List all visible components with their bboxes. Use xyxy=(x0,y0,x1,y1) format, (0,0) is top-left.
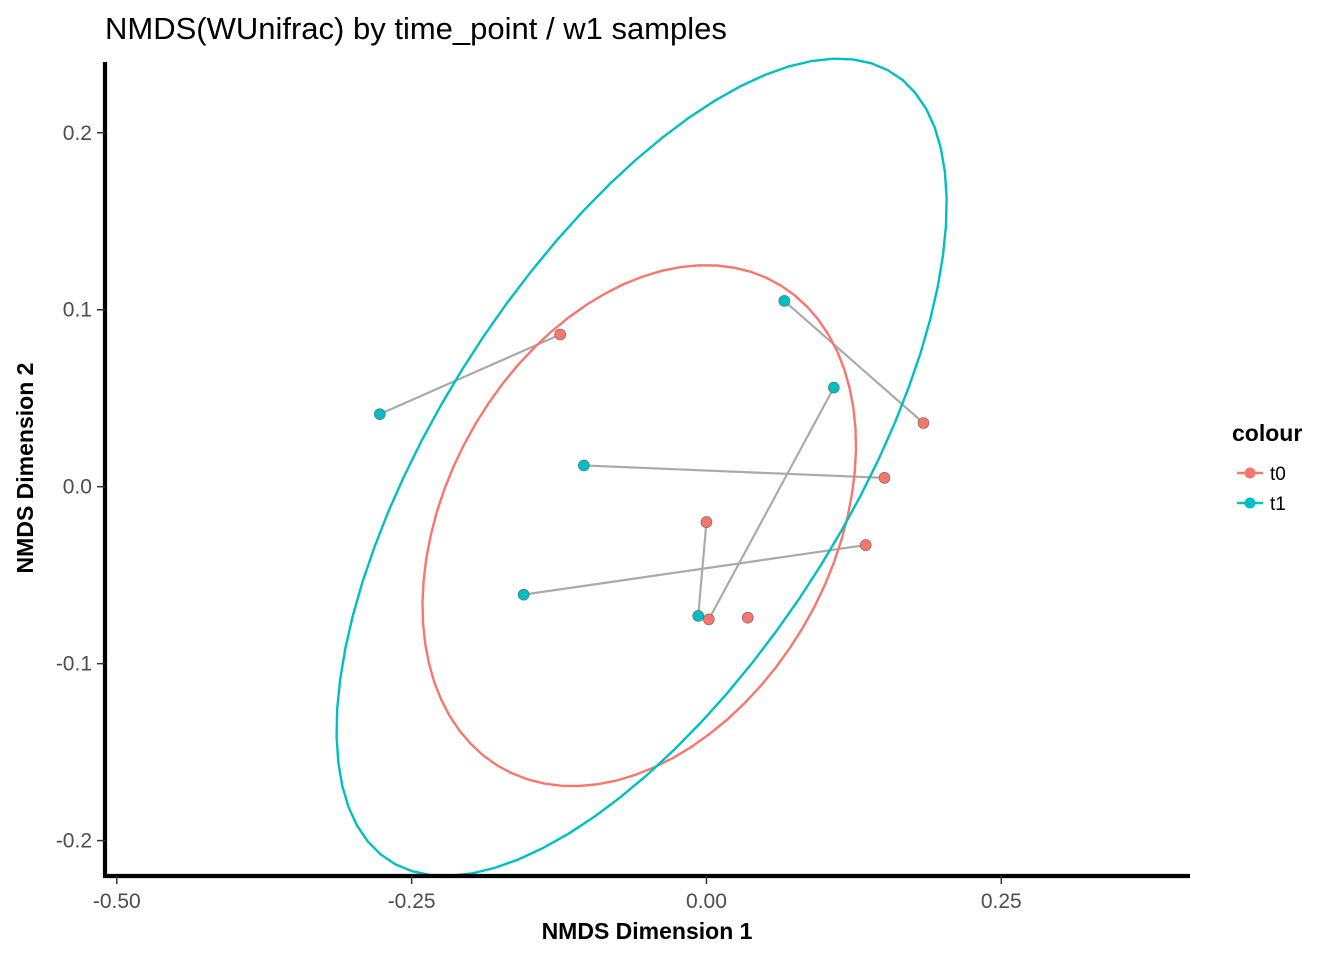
axes xyxy=(102,62,1190,879)
point-t0-7 xyxy=(741,611,754,624)
x-tick-label: -0.50 xyxy=(93,890,141,913)
legend-key-point-t0 xyxy=(1244,467,1256,479)
point-t1-1 xyxy=(373,408,386,420)
x-tick-label: 0.25 xyxy=(981,890,1022,913)
pair-line-3 xyxy=(583,464,885,479)
x-tick-label: -0.25 xyxy=(388,890,436,913)
pair-line-6 xyxy=(523,544,866,596)
chart-title: NMDS(WUnifrac) by time_point / w1 sample… xyxy=(105,11,727,46)
point-t0-3 xyxy=(878,472,891,484)
point-t0-5 xyxy=(859,539,872,551)
point-t0-2 xyxy=(917,417,930,429)
ellipse-t1 xyxy=(335,57,948,878)
point-t0-4 xyxy=(700,516,713,528)
point-t1-4 xyxy=(578,459,590,472)
y-tick-label: 0.0 xyxy=(63,476,92,499)
axis-ticks: -0.50 -0.25 0.00 0.25 -0.2 -0.1 0.0 0.1 0.2 xyxy=(56,122,1022,913)
y-tick-label: 0.2 xyxy=(63,122,92,145)
x-axis-title: NMDS Dimension 1 xyxy=(542,918,753,944)
ellipse-t0 xyxy=(421,264,858,788)
point-t1-2 xyxy=(778,295,791,307)
confidence-ellipses xyxy=(335,57,948,878)
point-t0-1 xyxy=(554,328,567,341)
legend-key-point-t1 xyxy=(1244,497,1256,509)
point-t0-6 xyxy=(703,613,715,626)
point-t1-3 xyxy=(828,381,840,394)
pair-line-4 xyxy=(707,387,835,620)
y-tick-label: -0.1 xyxy=(56,653,92,676)
legend-label-t0: t0 xyxy=(1270,464,1286,485)
legend-title: colour xyxy=(1232,420,1302,446)
point-t1-5 xyxy=(517,588,530,601)
data-points xyxy=(373,295,930,626)
pair-lines xyxy=(379,300,925,620)
y-axis-title: NMDS Dimension 2 xyxy=(12,363,38,574)
y-tick-label: 0.1 xyxy=(63,299,92,322)
point-t1-6 xyxy=(692,610,705,622)
x-tick-label: 0.00 xyxy=(686,890,727,913)
pair-line-2 xyxy=(783,300,925,424)
legend-label-t1: t1 xyxy=(1270,494,1286,515)
pair-line-1 xyxy=(379,333,561,416)
y-tick-label: -0.2 xyxy=(56,830,92,853)
